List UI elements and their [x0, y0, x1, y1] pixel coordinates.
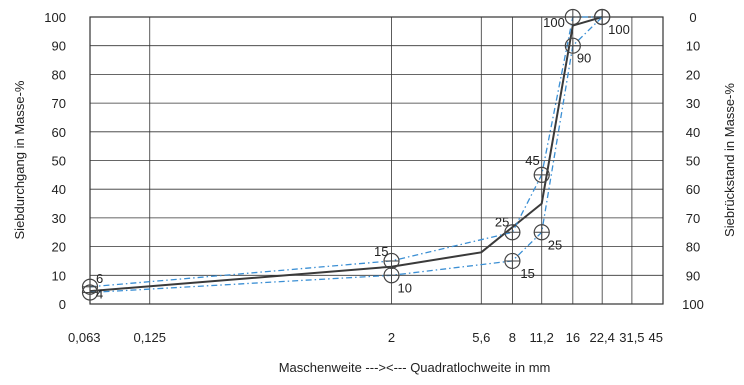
data-label: 90	[577, 51, 591, 66]
data-label: 15	[520, 266, 534, 281]
y-tick-left: 10	[52, 268, 66, 283]
y-tick-right: 50	[686, 154, 700, 169]
y-tick-right: 60	[686, 182, 700, 197]
y-tick-right: 10	[686, 39, 700, 54]
y-tick-left: 30	[52, 211, 66, 226]
y-tick-left: 80	[52, 67, 66, 82]
x-axis-label-2: <--- Quadratlochweite in mm	[386, 360, 550, 375]
data-label: 6	[96, 271, 103, 286]
series-line-solid-dark	[89, 16, 603, 293]
tick-labels: 0102030405060708090100100908070605040302…	[44, 10, 704, 345]
y-tick-right: 70	[686, 211, 700, 226]
x-tick-label: 22,4	[590, 330, 615, 345]
y-tick-right: 0	[689, 10, 696, 25]
y-tick-right: 40	[686, 125, 700, 140]
data-label: 15	[374, 244, 388, 259]
data-label: 4	[96, 287, 103, 302]
x-tick-label: 8	[509, 330, 516, 345]
y-axis-label-right: Siebrückstand in Masse-%	[722, 83, 737, 237]
y-tick-left: 40	[52, 182, 66, 197]
data-label: 100	[543, 15, 565, 30]
data-label: 25	[495, 214, 509, 229]
data-label: 100	[608, 22, 630, 37]
x-tick-label: 2	[388, 330, 395, 345]
y-tick-left: 90	[52, 39, 66, 54]
data-label: 45	[525, 153, 539, 168]
y-tick-left: 20	[52, 240, 66, 255]
y-tick-left: 100	[44, 10, 66, 25]
x-tick-label: 5,6	[472, 330, 490, 345]
y-tick-right: 90	[686, 268, 700, 283]
x-axis-label: Maschenweite --->	[279, 360, 386, 375]
x-tick-label: 0,063	[68, 330, 101, 345]
y-axis-label-left: Siebdurchgang in Masse-%	[12, 80, 27, 239]
x-tick-label: 11,2	[530, 330, 554, 345]
x-tick-label: 0,125	[133, 330, 166, 345]
y-tick-right: 20	[686, 67, 700, 82]
x-tick-label: 31,5	[619, 330, 644, 345]
y-tick-right: 100	[682, 297, 704, 312]
x-tick-label: 16	[566, 330, 580, 345]
data-label: 25	[548, 237, 562, 252]
y-tick-left: 50	[52, 154, 66, 169]
point-markers: 6 15 25 45 100 4 10 15 25 90 100	[81, 8, 630, 302]
y-tick-left: 0	[59, 297, 66, 312]
data-label: 10	[398, 280, 412, 295]
y-tick-left: 70	[52, 96, 66, 111]
y-tick-right: 80	[686, 240, 700, 255]
y-tick-left: 60	[52, 125, 66, 140]
plot-frame	[89, 16, 664, 305]
y-tick-right: 30	[686, 96, 700, 111]
x-tick-label: 45	[649, 330, 663, 345]
